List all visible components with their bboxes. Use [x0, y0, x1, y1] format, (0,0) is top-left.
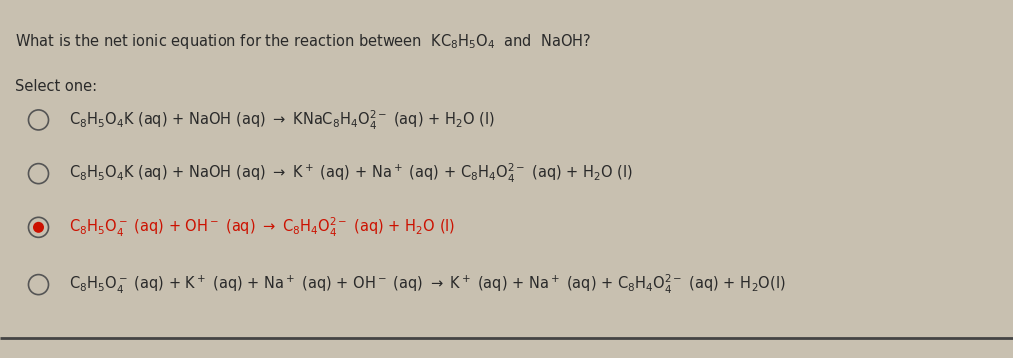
- Ellipse shape: [33, 222, 44, 233]
- Text: What is the net ionic equation for the reaction between  $\mathrm{KC_8H_5O_4}$  : What is the net ionic equation for the r…: [15, 32, 592, 51]
- Text: $\mathrm{C_8H_5O_4K}$ (aq) + NaOH (aq) $\rightarrow$ KNa$\mathrm{C_8H_4O_4^{2-}}: $\mathrm{C_8H_5O_4K}$ (aq) + NaOH (aq) $…: [69, 108, 494, 131]
- Text: $\mathrm{C_8H_5O_4^-}$ (aq) + $\mathrm{OH^-}$ (aq) $\rightarrow$ $\mathrm{C_8H_4: $\mathrm{C_8H_5O_4^-}$ (aq) + $\mathrm{O…: [69, 216, 455, 239]
- Text: $\mathrm{C_8H_5O_4^-}$ (aq) + $\mathrm{K^+}$ (aq) + $\mathrm{Na^+}$ (aq) + $\mat: $\mathrm{C_8H_5O_4^-}$ (aq) + $\mathrm{K…: [69, 273, 785, 296]
- Text: Select one:: Select one:: [15, 79, 97, 94]
- Text: $\mathrm{C_8H_5O_4K}$ (aq) + NaOH (aq) $\rightarrow$ $\mathrm{K^+}$ (aq) + $\mat: $\mathrm{C_8H_5O_4K}$ (aq) + NaOH (aq) $…: [69, 162, 633, 185]
